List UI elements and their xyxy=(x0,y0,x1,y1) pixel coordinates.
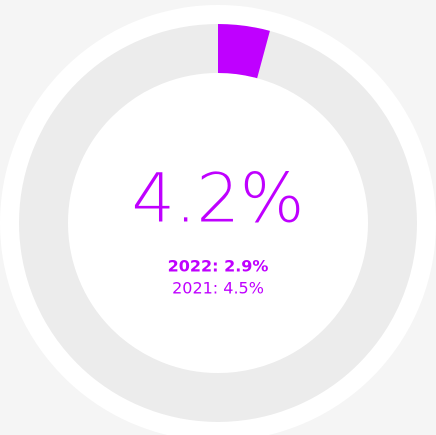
gauge-arc xyxy=(218,24,270,79)
comparison-label: 2022: 2.9% xyxy=(168,257,269,276)
comparison-label: 2021: 4.5% xyxy=(172,279,264,298)
value-label: 4.2% xyxy=(132,160,305,239)
